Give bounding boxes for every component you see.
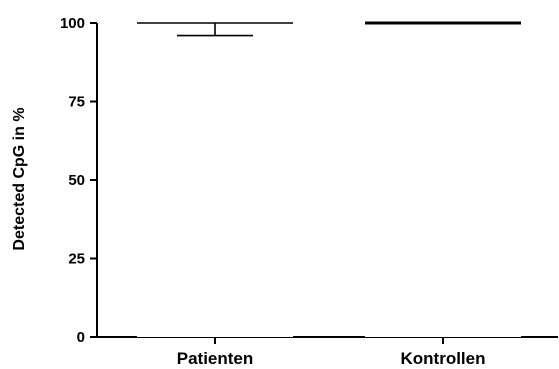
y-tick-label: 0: [77, 329, 85, 346]
y-tick-label: 50: [68, 172, 85, 189]
bar: [365, 23, 521, 337]
x-tick-label: Patienten: [177, 349, 254, 368]
y-tick-label: 100: [60, 15, 85, 32]
y-tick-label: 25: [68, 251, 85, 268]
plot-area: 0 25 50 75 100 Patienten Kontrollen: [60, 15, 558, 368]
y-tick-label: 75: [68, 94, 85, 111]
x-tick-label: Kontrollen: [401, 349, 486, 368]
bar: [137, 23, 293, 337]
y-axis-title: Detected CpG in %: [11, 107, 28, 250]
